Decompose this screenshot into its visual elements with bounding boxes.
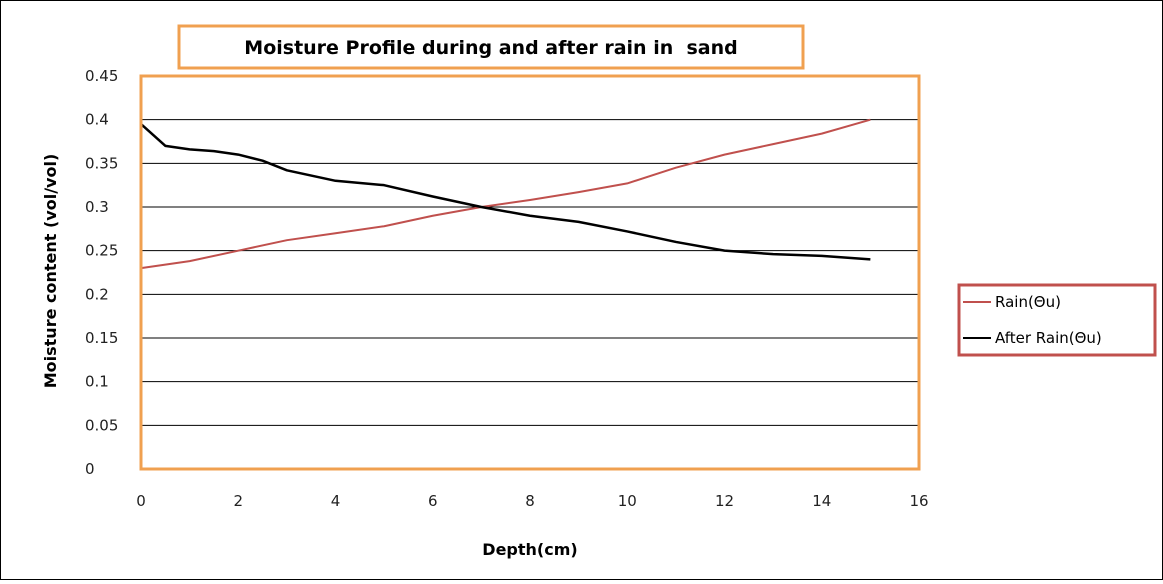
y-tick-label: 0.05	[85, 416, 118, 434]
legend-label-rain: Rain(Θu)	[995, 293, 1061, 311]
y-tick-label: 0.35	[85, 154, 118, 172]
y-tick-label: 0.45	[85, 67, 118, 85]
x-tick-label: 14	[812, 492, 831, 510]
x-tick-label: 2	[233, 492, 243, 510]
y-tick-label: 0.4	[85, 111, 109, 129]
y-tick-label: 0.2	[85, 285, 109, 303]
plot-area-border	[139, 74, 921, 471]
series-lines	[140, 118, 871, 270]
legend-label-after-rain: After Rain(Θu)	[995, 329, 1102, 347]
y-tick-label: 0.25	[85, 242, 118, 260]
y-tick-label: 0.15	[85, 329, 118, 347]
x-axis-tick-labels: 0 2 4 6 8 10 12 14 16	[136, 492, 928, 510]
x-tick-label: 8	[525, 492, 535, 510]
gridlines	[141, 119, 919, 426]
y-tick-label: 0.1	[85, 373, 109, 391]
y-axis-label: Moisture content (vol/vol)	[41, 154, 60, 389]
chart-title-box	[177, 24, 805, 70]
legend: Rain(Θu) After Rain(Θu)	[957, 283, 1157, 357]
x-axis-label: Depth(cm)	[482, 540, 577, 559]
x-tick-label: 12	[715, 492, 734, 510]
x-tick-label: 0	[136, 492, 146, 510]
x-tick-label: 16	[909, 492, 928, 510]
legend-box	[957, 283, 1157, 357]
series-line-after-rain	[140, 123, 871, 261]
x-tick-label: 6	[428, 492, 438, 510]
y-tick-label: 0.3	[85, 198, 109, 216]
y-axis-tick-labels: 0 0.05 0.1 0.15 0.2 0.25 0.3 0.35 0.4 0.45	[85, 67, 118, 478]
series-line-rain	[140, 118, 871, 270]
chart-title: Moisture Profile during and after rain i…	[244, 37, 737, 59]
x-tick-label: 10	[618, 492, 637, 510]
y-tick-label: 0	[85, 460, 95, 478]
x-tick-label: 4	[331, 492, 341, 510]
